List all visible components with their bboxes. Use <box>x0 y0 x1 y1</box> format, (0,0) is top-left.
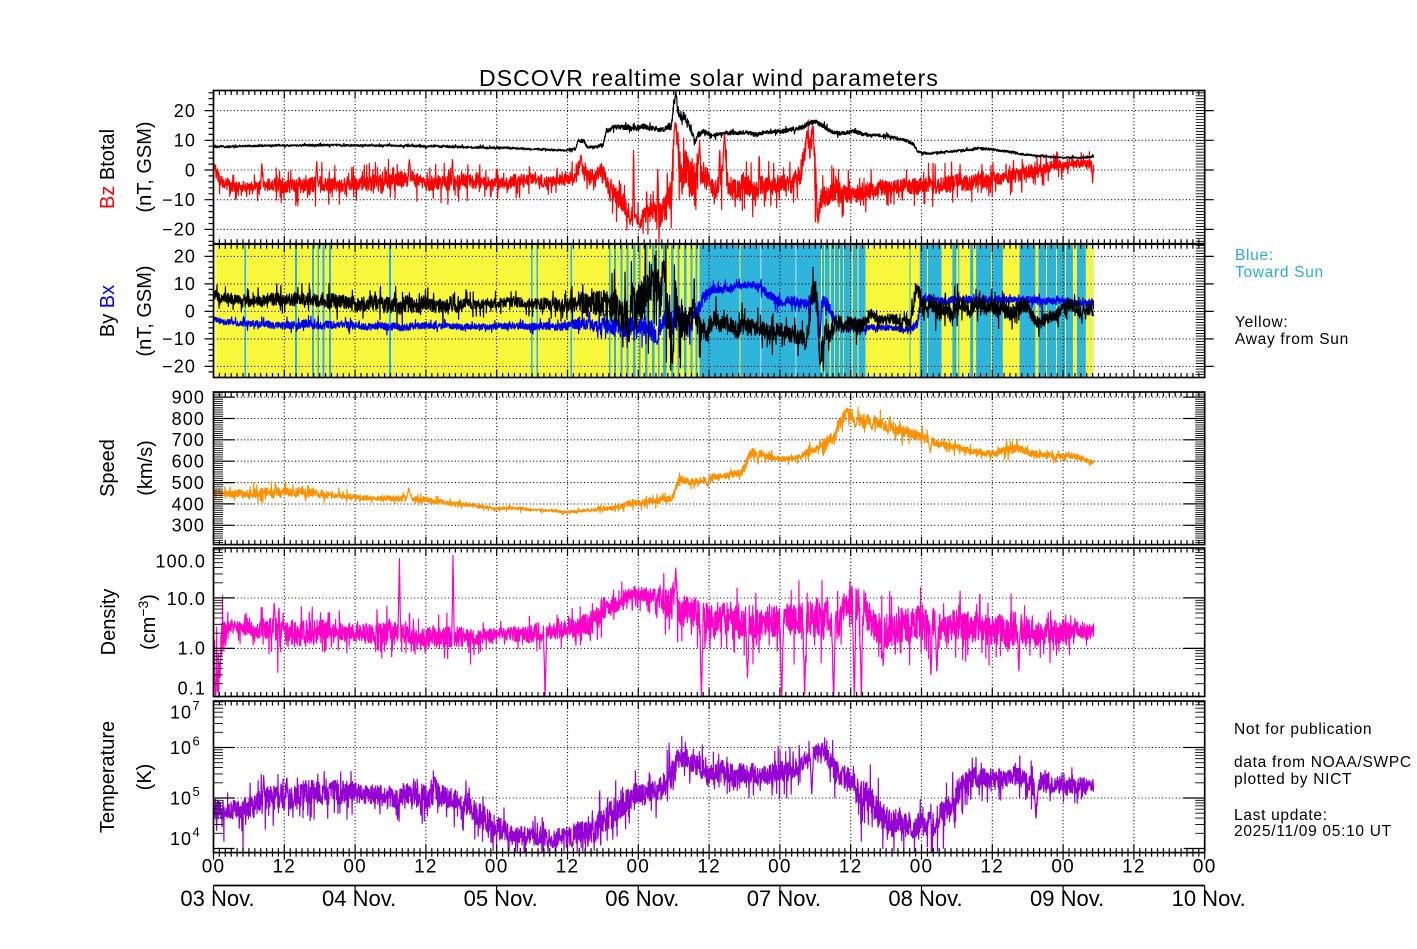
svg-text:2025/11/09 05:10 UT: 2025/11/09 05:10 UT <box>1234 823 1392 840</box>
svg-text:Speed: Speed <box>97 439 119 497</box>
svg-text:06 Nov.: 06 Nov. <box>605 886 679 911</box>
svg-text:00: 00 <box>1051 857 1075 878</box>
svg-text:−20: −20 <box>162 220 196 240</box>
svg-text:10: 10 <box>170 829 192 849</box>
svg-text:20: 20 <box>174 101 196 121</box>
svg-text:Not for publication: Not for publication <box>1234 721 1372 738</box>
svg-text:10.0: 10.0 <box>167 589 206 609</box>
svg-text:12: 12 <box>414 857 438 878</box>
svg-text:Density: Density <box>98 589 120 656</box>
svg-text:(km/s): (km/s) <box>135 440 157 496</box>
svg-text:900: 900 <box>172 387 205 407</box>
svg-text:7: 7 <box>193 698 200 713</box>
svg-text:0: 0 <box>185 160 196 180</box>
svg-text:plotted by NICT: plotted by NICT <box>1234 771 1352 788</box>
svg-text:−20: −20 <box>162 357 196 377</box>
svg-text:6: 6 <box>193 734 200 749</box>
svg-text:Toward Sun: Toward Sun <box>1235 264 1324 281</box>
svg-text:10: 10 <box>170 702 192 722</box>
svg-text:5: 5 <box>193 784 200 799</box>
svg-text:(K): (K) <box>134 764 156 791</box>
svg-text:(nT, GSM): (nT, GSM) <box>134 265 156 356</box>
svg-text:08 Nov.: 08 Nov. <box>888 886 962 911</box>
svg-text:00: 00 <box>768 857 792 878</box>
svg-text:600: 600 <box>172 452 205 472</box>
svg-text:400: 400 <box>172 494 205 514</box>
svg-text:10: 10 <box>170 788 192 808</box>
svg-text:12: 12 <box>981 857 1005 878</box>
svg-text:00: 00 <box>910 857 934 878</box>
svg-text:00: 00 <box>343 857 367 878</box>
svg-text:0.1: 0.1 <box>178 678 206 698</box>
svg-text:700: 700 <box>172 430 205 450</box>
svg-text:−10: −10 <box>162 329 196 349</box>
svg-text:1.0: 1.0 <box>178 639 206 659</box>
svg-text:12: 12 <box>839 857 863 878</box>
svg-text:300: 300 <box>172 516 205 536</box>
svg-text:12: 12 <box>273 857 297 878</box>
svg-text:00: 00 <box>627 857 651 878</box>
svg-text:−10: −10 <box>162 190 196 210</box>
svg-text:03 Nov.: 03 Nov. <box>180 886 254 911</box>
svg-text:12: 12 <box>1122 857 1146 878</box>
svg-text:0: 0 <box>185 302 196 322</box>
svg-text:100.0: 100.0 <box>155 551 206 571</box>
svg-text:12: 12 <box>697 857 721 878</box>
svg-text:500: 500 <box>172 473 205 493</box>
svg-text:Last update:: Last update: <box>1234 807 1328 824</box>
svg-text:DSCOVR realtime solar wind par: DSCOVR realtime solar wind parameters <box>479 65 939 91</box>
svg-text:data from NOAA/SWPC: data from NOAA/SWPC <box>1234 754 1412 771</box>
svg-text:00: 00 <box>485 857 509 878</box>
svg-text:12: 12 <box>556 857 580 878</box>
svg-text:Bz Btotal: Bz Btotal <box>97 129 119 209</box>
svg-text:10: 10 <box>170 738 192 758</box>
svg-text:00: 00 <box>202 857 226 878</box>
svg-text:05 Nov.: 05 Nov. <box>464 886 538 911</box>
svg-text:10 Nov.: 10 Nov. <box>1172 886 1246 911</box>
svg-text:800: 800 <box>172 409 205 429</box>
svg-text:04 Nov.: 04 Nov. <box>322 886 396 911</box>
svg-text:Yellow:: Yellow: <box>1235 314 1288 331</box>
svg-text:10: 10 <box>174 274 196 294</box>
svg-text:20: 20 <box>174 247 196 267</box>
svg-text:09 Nov.: 09 Nov. <box>1030 886 1104 911</box>
svg-text:00: 00 <box>1193 857 1217 878</box>
svg-text:10: 10 <box>174 131 196 151</box>
svg-text:4: 4 <box>193 825 200 840</box>
svg-text:By Bx: By Bx <box>97 285 119 337</box>
svg-text:Away from Sun: Away from Sun <box>1235 331 1349 348</box>
svg-text:07 Nov.: 07 Nov. <box>747 886 821 911</box>
svg-text:(nT, GSM): (nT, GSM) <box>134 121 156 212</box>
svg-text:Temperature: Temperature <box>97 721 119 833</box>
svg-text:Blue:: Blue: <box>1235 247 1274 264</box>
